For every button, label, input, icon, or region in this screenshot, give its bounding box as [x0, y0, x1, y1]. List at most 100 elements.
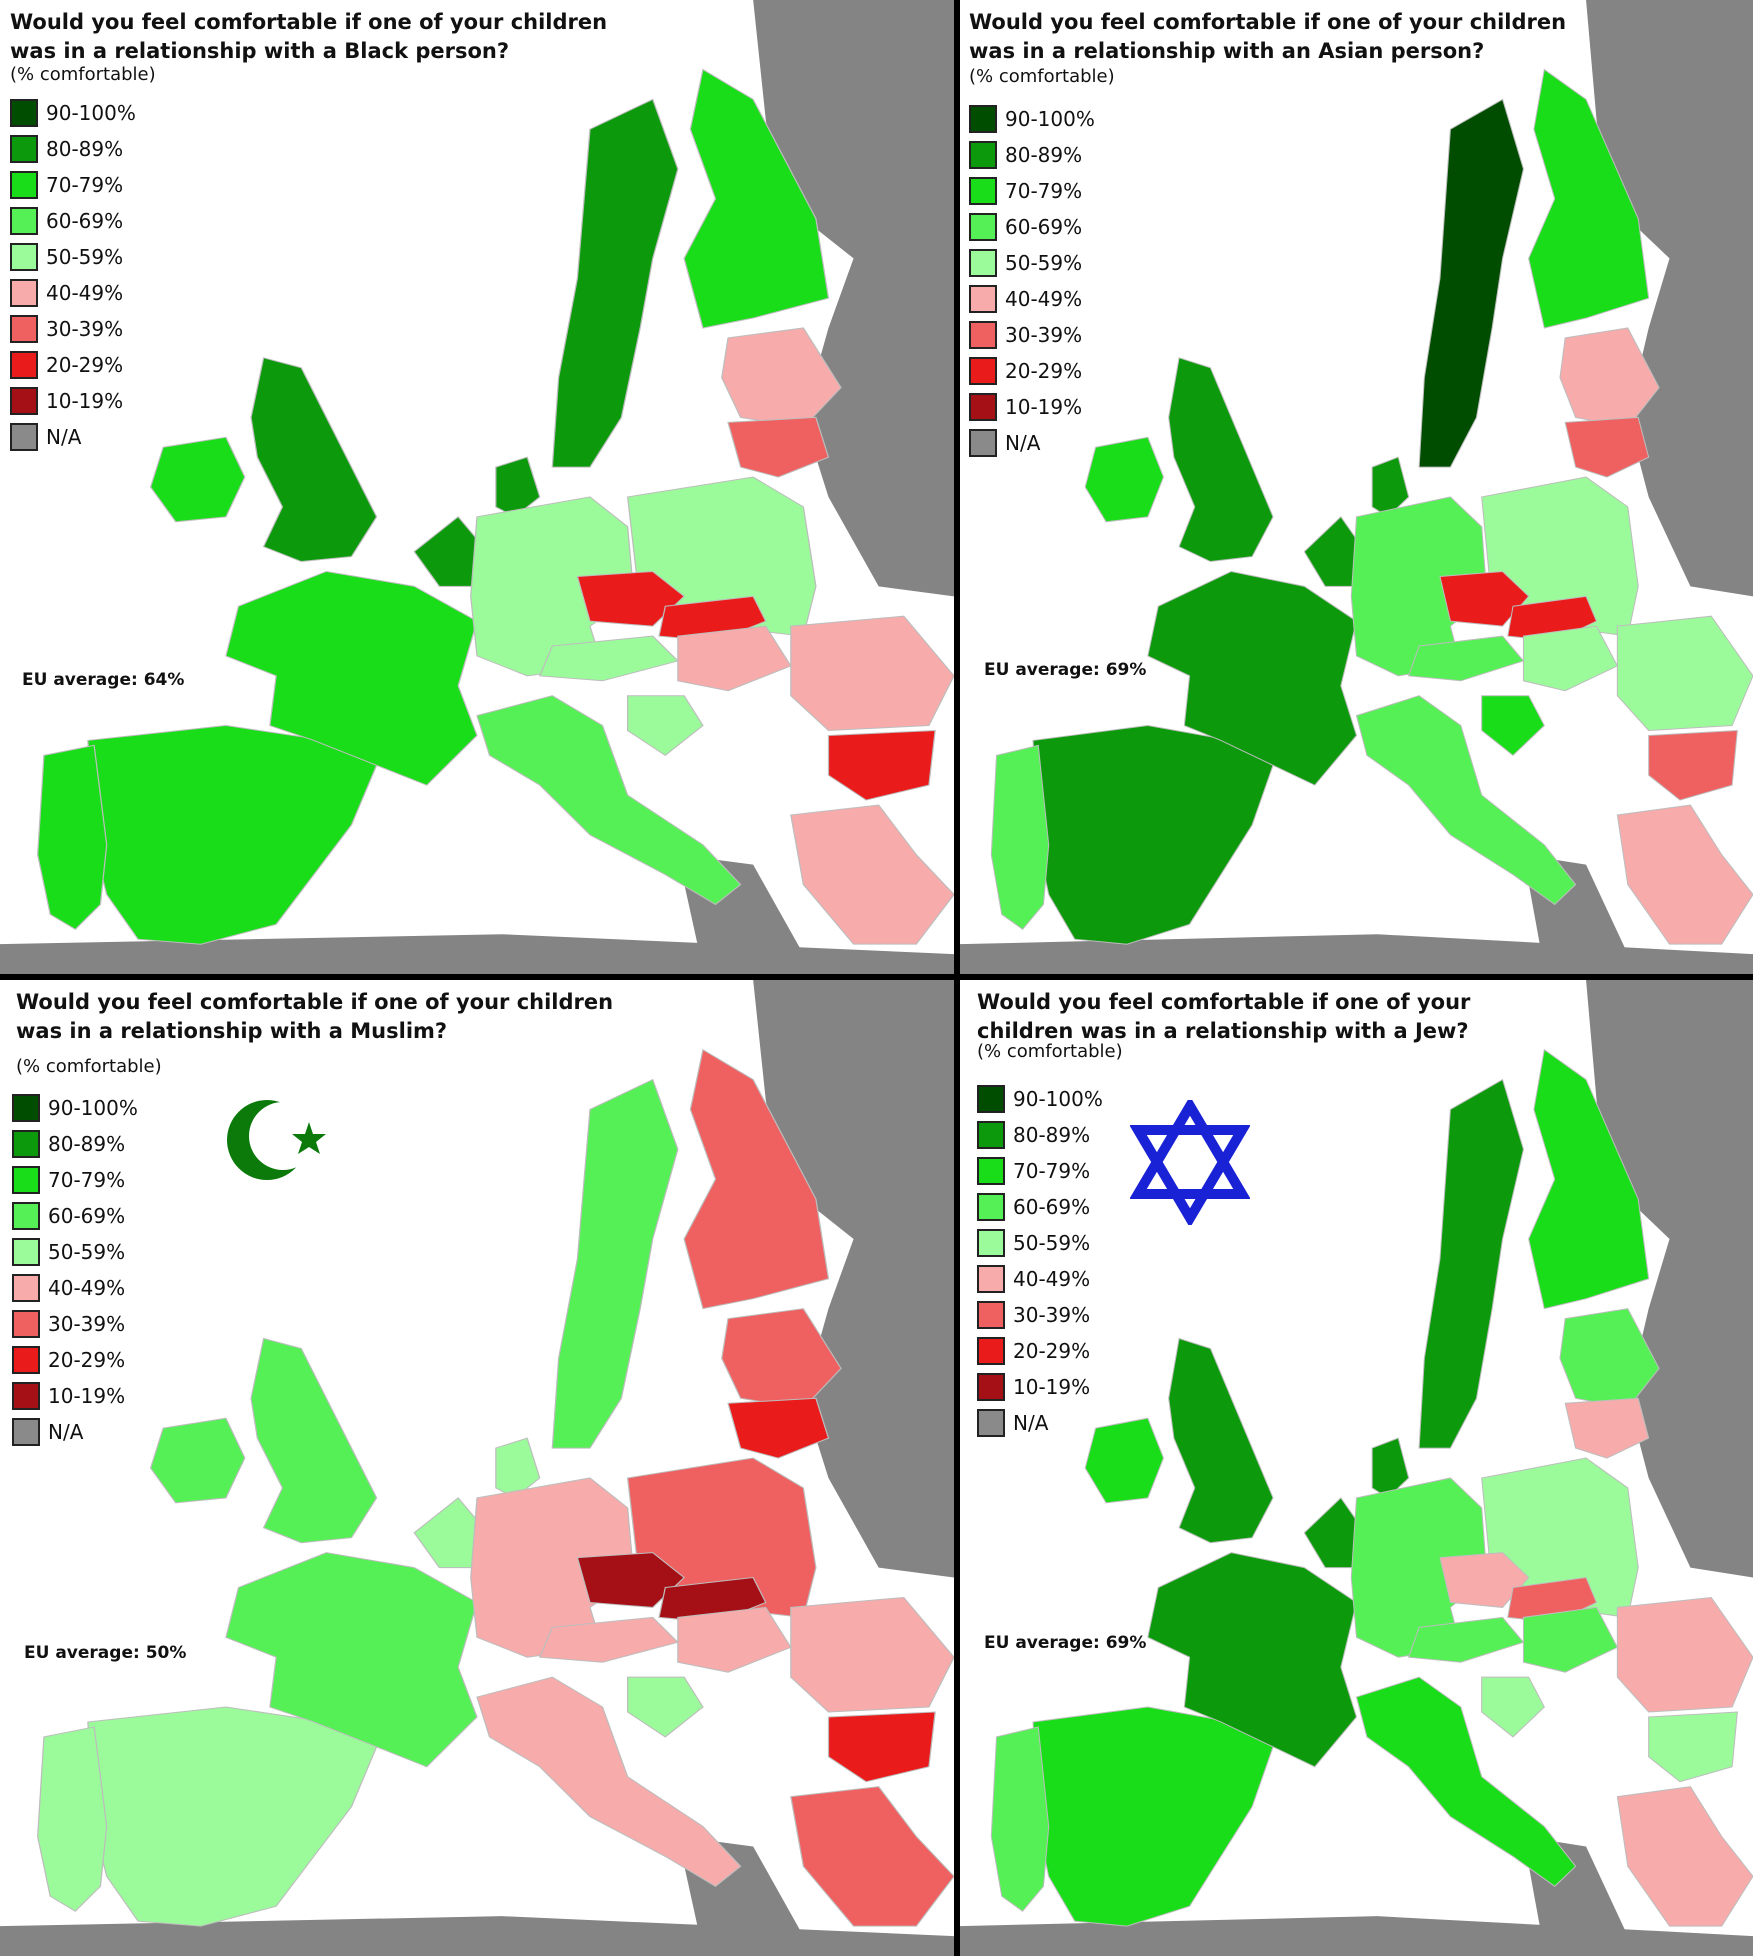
country-portugal [990, 744, 1050, 930]
legend-label: 70-79% [46, 173, 124, 197]
country-austria [1407, 635, 1525, 682]
eu-average-label: EU average: 69% [984, 660, 1147, 680]
legend-label: 10-19% [1005, 395, 1083, 419]
country-iberia_spain [1032, 1706, 1274, 1927]
legend-swatch [10, 171, 38, 199]
map-title-line1: Would you feel comfortable if one of you… [16, 990, 614, 1014]
legend-swatch [977, 1301, 1005, 1329]
country-hungary [677, 625, 792, 692]
map-subtitle: (% comfortable) [969, 66, 1115, 87]
legend-swatch [12, 1382, 40, 1410]
country-uk [250, 1337, 378, 1544]
map-legend: 90-100% 80-89% 70-79% 60-69% 50-59% 40-49% 30-… [10, 95, 136, 455]
legend-label: 10-19% [46, 389, 124, 413]
legend-label: 80-89% [48, 1132, 126, 1156]
country-italy [1355, 1676, 1577, 1887]
legend-swatch [12, 1238, 40, 1266]
map-title-line2: children was in a relationship with a Je… [977, 1019, 1469, 1043]
na-land-region [960, 1916, 1753, 1956]
europe-map [960, 0, 1753, 974]
legend-item: 80-89% [969, 137, 1095, 173]
legend-item: 10-19% [977, 1369, 1103, 1405]
map-title-line1: Would you feel comfortable if one of you… [969, 10, 1567, 34]
legend-swatch [977, 1337, 1005, 1365]
map-title: Would you feel comfortable if one of you… [16, 988, 613, 1046]
star-of-david-icon [1130, 1100, 1250, 1225]
legend-item: 20-29% [12, 1342, 138, 1378]
country-denmark [495, 1437, 541, 1499]
legend-item: 10-19% [10, 383, 136, 419]
crescent-star-icon [227, 1100, 326, 1180]
europe-map [0, 0, 954, 974]
legend-label: 10-19% [48, 1384, 126, 1408]
legend-swatch [977, 1373, 1005, 1401]
country-finland [1528, 68, 1650, 329]
map-title-line1: Would you feel comfortable if one of you… [977, 990, 1471, 1014]
country-ireland [149, 436, 246, 523]
legend-swatch [969, 141, 997, 169]
legend-swatch [10, 243, 38, 271]
legend-label: 70-79% [1005, 179, 1083, 203]
legend-swatch [969, 213, 997, 241]
legend-item: 90-100% [12, 1090, 138, 1126]
country-greece [790, 804, 954, 945]
legend-label: 30-39% [1005, 323, 1083, 347]
legend-item: 10-19% [12, 1378, 138, 1414]
country-france [1147, 570, 1358, 786]
country-greece [790, 1786, 954, 1927]
legend-label: 40-49% [1005, 287, 1083, 311]
legend-swatch [969, 393, 997, 421]
legend-item: 20-29% [10, 347, 136, 383]
map-panel-black: Would you feel comfortable if one of you… [0, 0, 954, 974]
legend-swatch [12, 1418, 40, 1446]
legend-item: 60-69% [969, 209, 1095, 245]
country-hungary [677, 1606, 792, 1673]
country-sweden [551, 1078, 679, 1449]
legend-item: 20-29% [977, 1333, 1103, 1369]
legend-item: 80-89% [977, 1117, 1103, 1153]
map-title: Would you feel comfortable if one of you… [977, 988, 1470, 1046]
legend-label: 40-49% [48, 1276, 126, 1300]
legend-label: 40-49% [46, 281, 124, 305]
na-land-region [1586, 980, 1753, 1578]
country-ireland [149, 1417, 246, 1504]
country-romania [1616, 1596, 1753, 1713]
legend-label: 80-89% [1013, 1123, 1091, 1147]
legend-label: 20-29% [46, 353, 124, 377]
country-finland [683, 1048, 830, 1310]
legend-item: 50-59% [12, 1234, 138, 1270]
legend-swatch [969, 357, 997, 385]
legend-item: 90-100% [10, 95, 136, 131]
legend-swatch [977, 1229, 1005, 1257]
legend-swatch [977, 1157, 1005, 1185]
country-portugal [990, 1726, 1050, 1912]
na-land-region [753, 0, 954, 597]
legend-item: 40-49% [10, 275, 136, 311]
legend-label: 20-29% [1013, 1339, 1091, 1363]
country-italy [1355, 695, 1577, 906]
eu-average-label: EU average: 64% [22, 670, 185, 690]
country-uk [1168, 1337, 1274, 1544]
country-france [225, 570, 478, 786]
legend-item: 30-39% [969, 317, 1095, 353]
legend-item: 90-100% [977, 1081, 1103, 1117]
country-iberia_spain [87, 1706, 378, 1927]
legend-label: 80-89% [1005, 143, 1083, 167]
country-denmark [495, 456, 541, 518]
legend-swatch [10, 387, 38, 415]
legend-label: 90-100% [46, 101, 136, 125]
map-subtitle: (% comfortable) [977, 1041, 1123, 1062]
europe-map [0, 980, 954, 1956]
eu-average-label: EU average: 69% [984, 1633, 1147, 1653]
legend-label: 70-79% [1013, 1159, 1091, 1183]
legend-swatch [10, 315, 38, 343]
legend-swatch [977, 1265, 1005, 1293]
country-austria [1407, 1616, 1525, 1663]
legend-swatch [977, 1085, 1005, 1113]
country-italy [476, 695, 742, 906]
legend-swatch [10, 351, 38, 379]
legend-swatch [969, 177, 997, 205]
map-title-line2: was in a relationship with an Asian pers… [969, 39, 1485, 63]
legend-label: 60-69% [48, 1204, 126, 1228]
map-panel-muslim: Would you feel comfortable if one of you… [0, 980, 954, 1956]
